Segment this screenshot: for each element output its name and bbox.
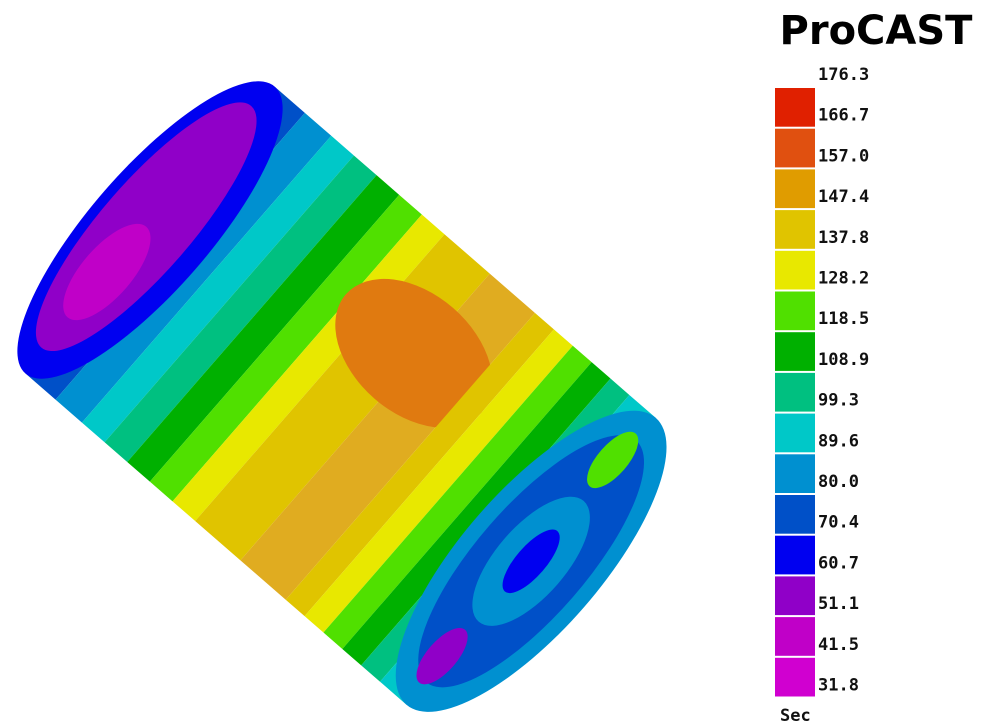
legend-label: 60.7: [818, 553, 859, 573]
legend-swatch: [775, 658, 815, 697]
legend-swatch: [775, 88, 815, 127]
scene: ProCAST 176.3 166.7 157.0 147.4 137.8 128.2 11…: [0, 0, 985, 725]
legend-label: 51.1: [818, 594, 859, 614]
legend-swatch: [775, 373, 815, 412]
legend-label: 137.8: [818, 228, 869, 248]
legend-label: 80.0: [818, 472, 859, 492]
legend-label: 70.4: [818, 513, 859, 533]
legend-swatch: [775, 536, 815, 575]
legend-swatch: [775, 251, 815, 290]
legend-label: 157.0: [818, 146, 869, 166]
legend-label: 176.3: [818, 65, 869, 85]
legend-swatch: [775, 129, 815, 168]
legend-swatch: [775, 617, 815, 656]
legend-label: 89.6: [818, 431, 859, 451]
legend-label: 99.3: [818, 391, 859, 411]
legend-swatch: [775, 292, 815, 331]
legend-swatch: [775, 576, 815, 615]
casting: [0, 47, 709, 725]
legend-label: 147.4: [818, 187, 869, 207]
legend-swatch: [775, 332, 815, 371]
legend-swatch: [775, 169, 815, 208]
color-legend: 176.3 166.7 157.0 147.4 137.8 128.2 118.5 108.9…: [775, 65, 869, 725]
legend-label: 166.7: [818, 106, 869, 126]
screenshot: ProCAST 176.3 166.7 157.0 147.4 137.8 128.2 11…: [0, 0, 985, 725]
title: ProCAST: [780, 8, 974, 54]
legend-swatch: [775, 454, 815, 493]
legend-swatch: [775, 414, 815, 453]
legend-label: 128.2: [818, 269, 869, 289]
legend-label: 41.5: [818, 635, 859, 655]
legend-swatch: [775, 495, 815, 534]
legend-swatch: [775, 210, 815, 249]
legend-label: 108.9: [818, 350, 869, 370]
legend-label: 118.5: [818, 309, 869, 329]
legend-label: 31.8: [818, 676, 859, 696]
legend-unit: Sec: [780, 706, 811, 725]
